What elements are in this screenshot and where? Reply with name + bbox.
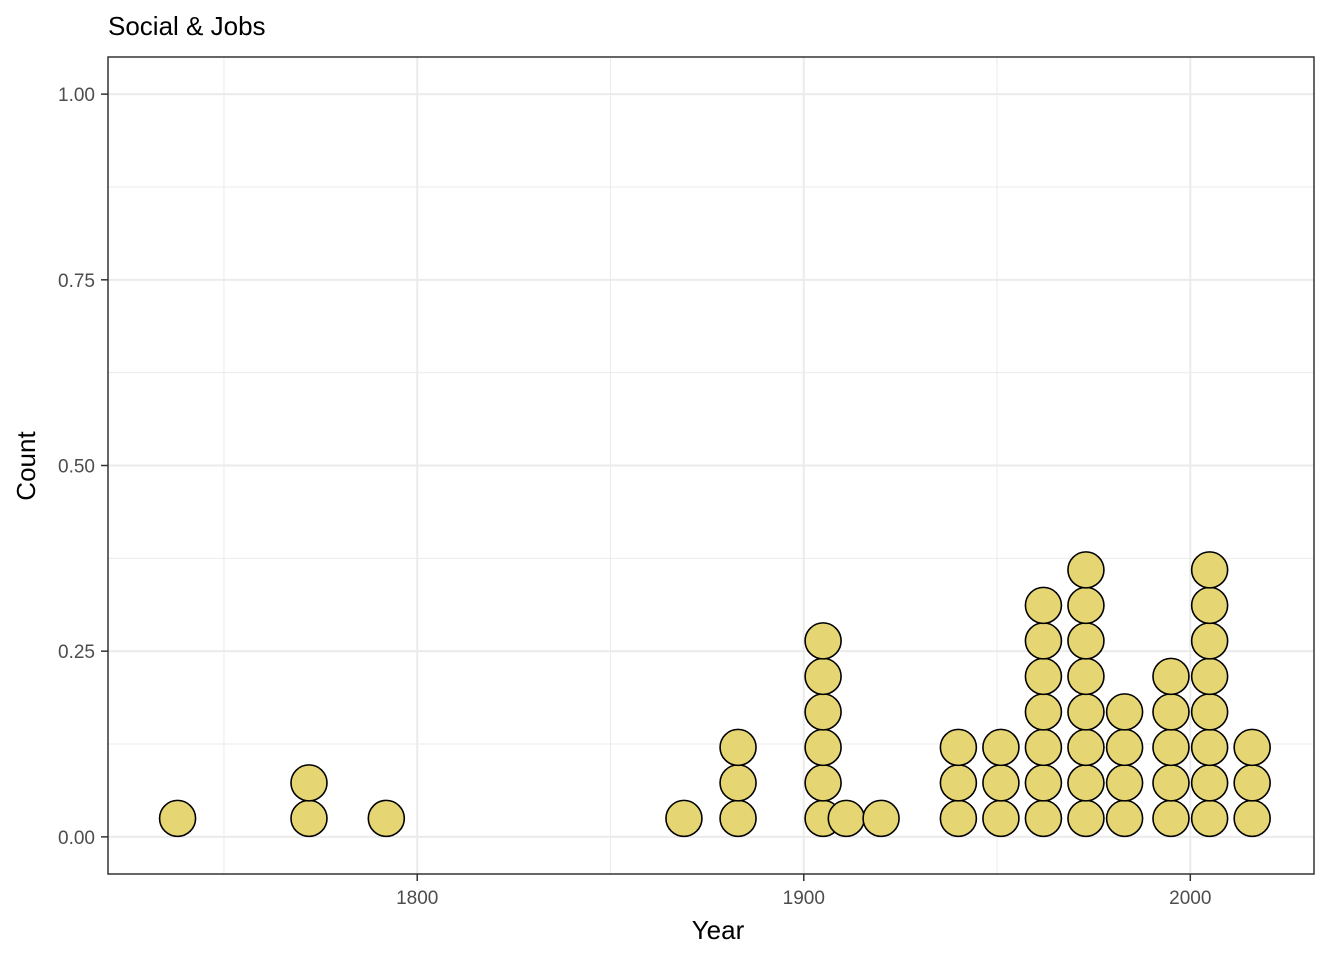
dot-point xyxy=(1024,693,1063,731)
x-tick-label: 1800 xyxy=(396,888,438,909)
dot-point xyxy=(1024,657,1063,696)
dot-point xyxy=(1105,728,1144,767)
dot-point xyxy=(982,799,1020,838)
dot-point xyxy=(939,799,978,838)
dot-point xyxy=(939,728,978,767)
dot-point xyxy=(290,799,328,838)
dot-point xyxy=(804,693,842,731)
dot-point xyxy=(719,764,757,802)
y-axis: 0.00 0.25 0.50 0.75 1.00 xyxy=(58,85,108,849)
dot-point xyxy=(1152,657,1190,696)
dot-point xyxy=(1024,728,1063,767)
dot-point xyxy=(804,657,842,696)
dot-point xyxy=(1190,622,1229,660)
dot-point xyxy=(804,728,842,767)
dot-point xyxy=(665,799,703,838)
dot-point xyxy=(1067,551,1105,589)
dot-point xyxy=(1190,693,1229,731)
dot-point xyxy=(158,799,197,838)
x-tick-label: 2000 xyxy=(1169,888,1211,909)
dot-point xyxy=(804,764,842,802)
dot-point xyxy=(1105,693,1144,731)
dot-point xyxy=(827,799,866,838)
dot-point xyxy=(1067,657,1105,696)
dot-point xyxy=(1105,764,1144,802)
dot-point xyxy=(804,622,842,660)
dot-point xyxy=(1067,693,1105,731)
dot-point xyxy=(1067,586,1105,625)
dot-point xyxy=(1067,799,1105,838)
dot-point xyxy=(1152,764,1190,802)
y-axis-title: Count xyxy=(11,431,41,501)
dot-point xyxy=(1152,693,1190,731)
dot-point xyxy=(1024,799,1063,838)
dot-point xyxy=(982,764,1020,802)
dots-layer xyxy=(158,551,1271,838)
y-tick-label: 0.75 xyxy=(58,271,95,292)
dot-point xyxy=(1190,657,1229,696)
dot-point xyxy=(1024,622,1063,660)
dot-point xyxy=(367,799,406,838)
dot-point xyxy=(1190,728,1229,767)
dot-point xyxy=(719,728,757,767)
dot-point xyxy=(1233,728,1271,767)
y-tick-label: 1.00 xyxy=(58,85,95,106)
dot-point xyxy=(1067,622,1105,660)
dot-point xyxy=(1024,586,1063,625)
dot-point xyxy=(1190,586,1229,625)
dot-point xyxy=(1233,764,1271,802)
dot-point xyxy=(1190,764,1229,802)
chart-title: Social & Jobs xyxy=(108,11,266,41)
dot-point xyxy=(939,764,978,802)
dot-point xyxy=(1067,764,1105,802)
dot-point xyxy=(1152,799,1190,838)
dot-point xyxy=(1152,728,1190,767)
dot-point xyxy=(1190,551,1229,589)
x-axis: 1800 1900 2000 xyxy=(396,874,1211,909)
dot-point xyxy=(1067,728,1105,767)
y-tick-label: 0.50 xyxy=(58,457,95,478)
dot-point xyxy=(1105,799,1144,838)
x-axis-title: Year xyxy=(692,915,745,945)
dot-point xyxy=(1233,799,1271,838)
dot-point xyxy=(719,799,757,838)
dot-point xyxy=(1024,764,1063,802)
y-tick-label: 0.00 xyxy=(58,828,95,849)
y-tick-label: 0.25 xyxy=(58,642,95,663)
dot-point xyxy=(982,728,1020,767)
x-tick-label: 1900 xyxy=(783,888,825,909)
dot-point xyxy=(1190,799,1229,838)
dot-point xyxy=(862,799,900,838)
dot-point xyxy=(290,764,328,802)
